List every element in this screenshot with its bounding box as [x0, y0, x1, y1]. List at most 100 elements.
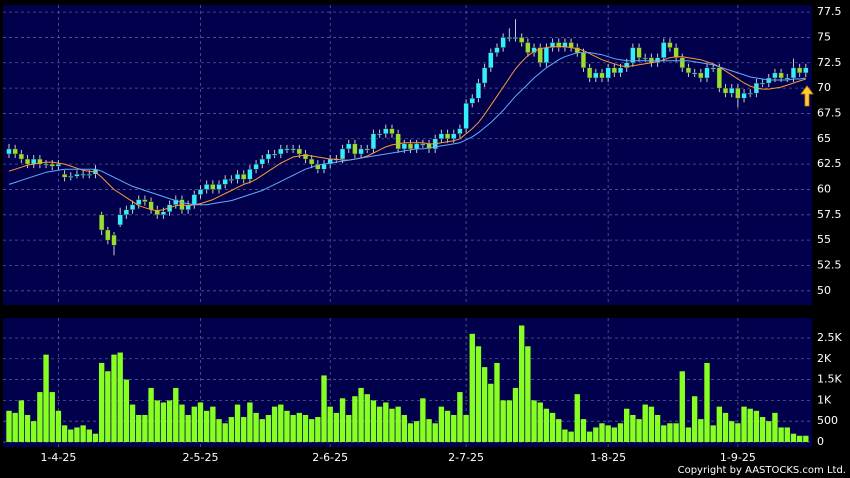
volume-bar [185, 414, 191, 443]
volume-bar [12, 412, 18, 443]
candle-body [611, 67, 617, 74]
moving-average-line [8, 46, 806, 212]
candle-body [475, 82, 482, 99]
volume-bar [271, 406, 278, 443]
candle-body [315, 163, 321, 170]
candle-body [364, 148, 370, 151]
volume-bar [376, 406, 383, 443]
candle-body [290, 148, 296, 151]
candle-body [358, 148, 364, 155]
candle-body [259, 158, 265, 165]
volume-bar [451, 414, 457, 443]
candle-body [543, 47, 549, 63]
x-tick-label: 2-6-25 [312, 451, 348, 464]
candle-body [759, 82, 766, 85]
candle-body [525, 42, 531, 53]
candle-body [117, 214, 123, 226]
volume-bar [494, 362, 500, 443]
candle-body [580, 52, 587, 69]
volume-bar [111, 354, 117, 443]
candle-body [111, 234, 117, 246]
volume-bar [61, 425, 68, 443]
volume-bar [308, 419, 315, 443]
candle-body [216, 184, 222, 190]
candle-body [18, 153, 24, 160]
candle-body [488, 52, 494, 69]
candle-body [673, 47, 679, 58]
y-tick-label: 62.5 [817, 157, 842, 170]
candle-body [191, 194, 197, 205]
y2-tick-label: 1K [817, 393, 832, 406]
candle-body [519, 37, 525, 43]
volume-bar [580, 419, 587, 443]
candle-body [679, 57, 685, 69]
arrow-icon [800, 85, 814, 107]
volume-bar [457, 392, 463, 443]
volume-bar [605, 425, 611, 443]
candle-body [253, 163, 259, 170]
candle-body [506, 37, 512, 39]
volume-bar [586, 431, 593, 443]
candle-body [395, 133, 401, 150]
volume-bar [253, 412, 259, 443]
candle-body [667, 42, 673, 48]
candle-body [99, 214, 105, 231]
candle-body [241, 174, 247, 180]
volume-bar [364, 394, 370, 443]
candle-body [185, 204, 191, 210]
candle-body [766, 77, 772, 84]
candle-body [160, 211, 167, 215]
volume-bar [259, 419, 265, 443]
candle-body [407, 143, 414, 150]
volume-bar [624, 408, 630, 443]
plot-layer: 1-4-25 2-5-25 2-6-25 2-7-25 1-8-25 1-9-25 50 52… [3, 5, 842, 464]
candle-body [309, 158, 315, 165]
volume-bar [790, 433, 797, 443]
volume-bar [796, 435, 803, 443]
volume-bar [722, 412, 729, 443]
volume-bar [68, 429, 74, 443]
volume-bar [741, 406, 747, 443]
x-tick-label: 1-8-25 [590, 451, 626, 464]
volume-bar [216, 419, 222, 443]
y2-tick-label: 1.5K [817, 373, 842, 386]
candle-body [772, 72, 778, 79]
volume-bar [241, 417, 247, 443]
candle-body [401, 143, 407, 150]
candle-body [451, 133, 457, 139]
volume-bar [191, 406, 197, 443]
candle-body [296, 148, 302, 155]
candle-body [735, 87, 741, 99]
volume-bar [352, 396, 358, 443]
candle-body [562, 42, 568, 48]
volume-bar [420, 398, 426, 443]
volume-bar [704, 362, 710, 443]
volume-bar [630, 414, 636, 443]
volume-bar [148, 387, 154, 443]
x-tick-label: 1-4-25 [40, 451, 76, 464]
volume-bar [444, 410, 451, 443]
volume-bar [537, 402, 543, 443]
volume-bar [475, 346, 482, 443]
candle-body [49, 163, 55, 167]
volume-bar [296, 412, 303, 443]
volume-bar [327, 406, 333, 443]
candle-body [74, 174, 80, 177]
volume-bar [759, 417, 766, 443]
y-tick-label: 55 [817, 233, 831, 246]
candle-body [377, 133, 383, 136]
volume-bar [784, 427, 790, 443]
candle-body [500, 37, 506, 48]
volume-bar [228, 417, 235, 443]
candle-body [790, 67, 797, 79]
candle-body [593, 72, 599, 79]
candle-body [129, 204, 136, 210]
candle-body [741, 92, 747, 99]
volume-bar [160, 402, 167, 443]
volume-bar [562, 429, 568, 443]
volume-bar [679, 371, 685, 443]
candle-body [537, 47, 543, 63]
price-panel [3, 5, 812, 305]
candle-body [197, 189, 204, 195]
candle-body [210, 184, 216, 190]
